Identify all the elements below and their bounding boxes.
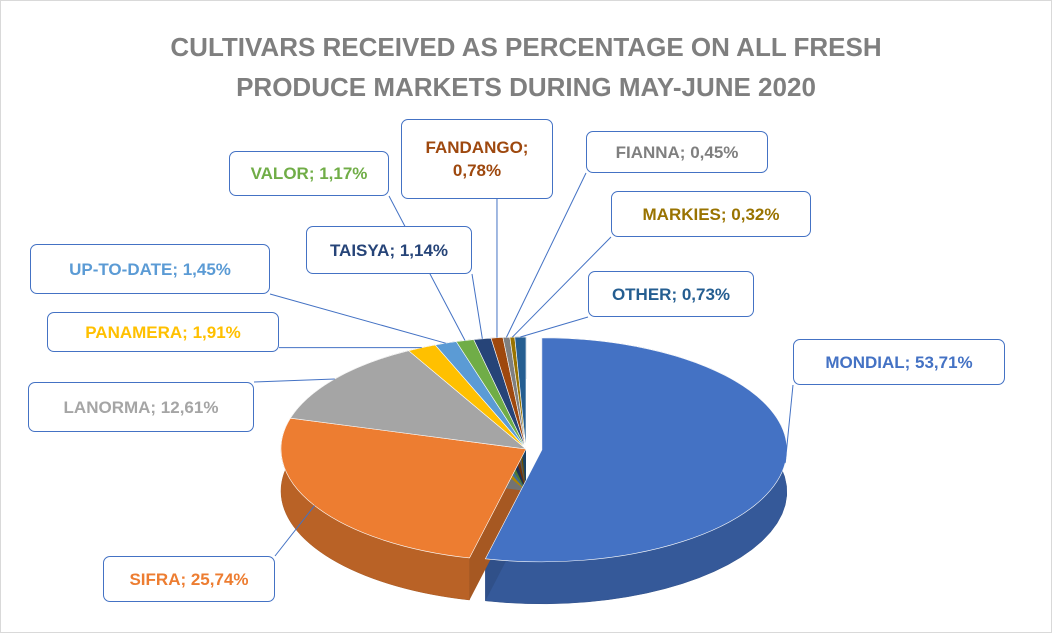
chart-title: CULTIVARS RECEIVED AS PERCENTAGE ON ALL …	[170, 32, 882, 102]
slice	[289, 350, 527, 450]
data-label: VALOR; 1,17%	[229, 151, 389, 196]
data-label: LANORMA; 12,61%	[28, 382, 254, 432]
data-label: MARKIES; 0,32%	[611, 191, 811, 237]
data-label: OTHER; 0,73%	[588, 271, 754, 317]
data-label: FANDANGO; 0,78%	[401, 119, 553, 199]
leader-line	[274, 505, 315, 557]
data-label: MONDIAL; 53,71%	[793, 339, 1005, 385]
slice	[484, 337, 788, 563]
leader-line	[520, 316, 589, 338]
leader-line	[471, 273, 483, 339]
data-label: SIFRA; 25,74%	[103, 556, 275, 602]
slice	[280, 417, 527, 559]
leader-line	[253, 378, 335, 383]
data-label: PANAMERA; 1,91%	[47, 312, 279, 352]
leader-line	[505, 172, 587, 338]
leader-line	[269, 293, 446, 344]
data-label: FIANNA; 0,45%	[586, 131, 768, 173]
data-label: UP-TO-DATE; 1,45%	[30, 244, 270, 294]
leader-line	[784, 384, 794, 463]
data-label: TAISYA; 1,14%	[306, 226, 472, 274]
leader-line	[511, 236, 612, 338]
